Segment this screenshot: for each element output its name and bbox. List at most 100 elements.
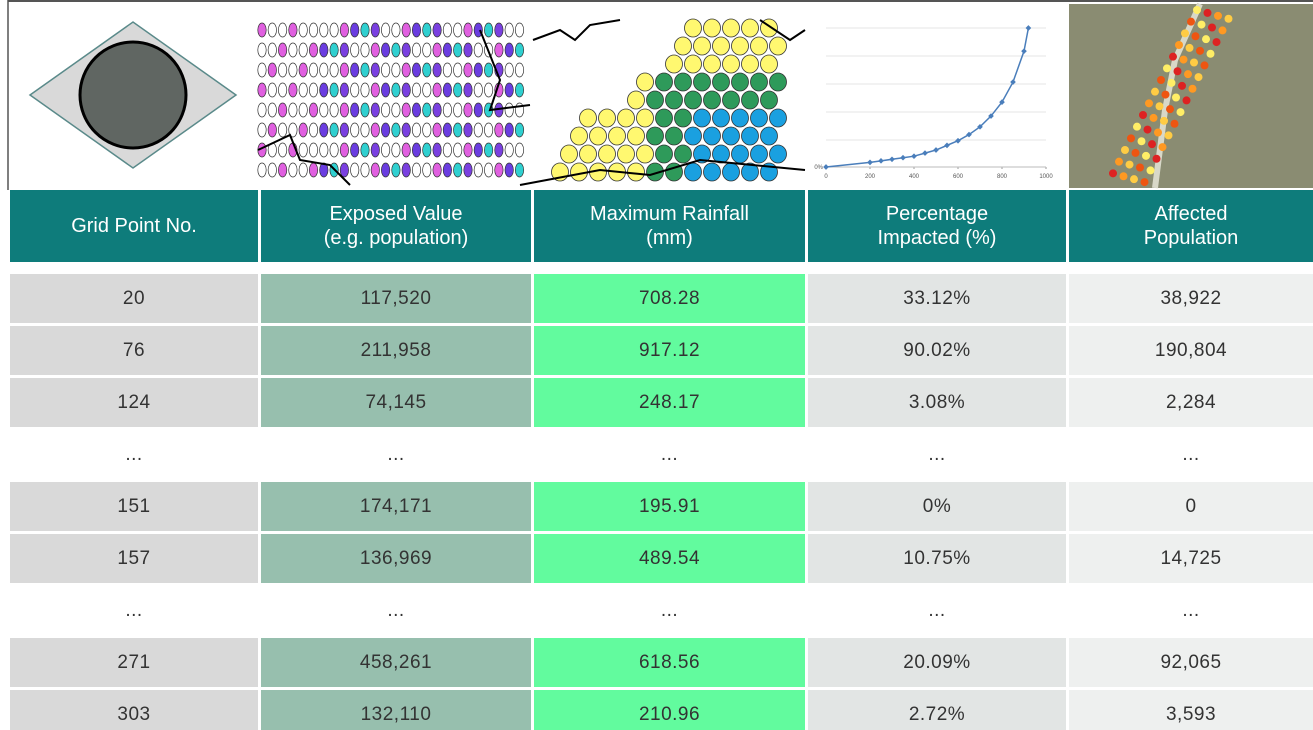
- dot: [693, 36, 711, 56]
- dot: [411, 102, 422, 118]
- table-cell: 271: [10, 638, 258, 687]
- sat-dot: [1224, 14, 1233, 23]
- dot: [684, 18, 702, 38]
- dot: [370, 102, 380, 118]
- dot: [401, 62, 411, 78]
- dot: [278, 62, 288, 78]
- dot: [391, 42, 401, 58]
- dot: [665, 54, 683, 74]
- dot: [703, 54, 721, 74]
- dot: [391, 62, 401, 78]
- dot: [741, 126, 759, 146]
- header-cell: Exposed Value (e.g. population): [261, 190, 531, 262]
- sat-dot: [1187, 17, 1195, 26]
- dot: [360, 42, 370, 58]
- dot: [684, 126, 702, 146]
- dot: [422, 122, 432, 138]
- sat-bg: [1069, 4, 1313, 188]
- dot: [422, 102, 432, 118]
- dot: [432, 142, 442, 158]
- dot: [278, 42, 288, 58]
- dot: [257, 102, 267, 118]
- sat-dot: [1125, 160, 1134, 169]
- dot: [750, 144, 768, 164]
- dot: [350, 22, 360, 38]
- dot: [741, 90, 759, 110]
- table-cell: 0: [1069, 482, 1313, 531]
- dot: [473, 42, 483, 58]
- sat-dot: [1176, 108, 1185, 117]
- dot: [370, 162, 380, 178]
- dot: [750, 72, 768, 92]
- dot: [463, 122, 473, 138]
- dot: [494, 142, 504, 158]
- dot: [401, 162, 411, 178]
- dot: [381, 22, 391, 38]
- dot: [760, 90, 778, 110]
- dot: [339, 102, 349, 118]
- dot: [288, 82, 298, 98]
- dot: [453, 122, 463, 138]
- dot: [391, 142, 401, 158]
- sat-dot: [1190, 58, 1198, 67]
- header-text: Maximum Rainfall: [590, 203, 749, 225]
- x-tick-label: 600: [953, 174, 964, 180]
- dot: [703, 162, 721, 182]
- dot: [391, 82, 401, 98]
- dot: [432, 42, 442, 58]
- dot: [411, 42, 422, 58]
- point: [911, 153, 917, 160]
- dot: [442, 122, 452, 138]
- dot: [411, 62, 422, 78]
- dot: [267, 102, 277, 118]
- dot: [453, 142, 463, 158]
- border-line: [257, 29, 531, 186]
- sat-dot: [1154, 128, 1162, 137]
- sat-dot: [1194, 73, 1203, 82]
- table-cell: 3.08%: [808, 378, 1066, 427]
- table-cell: 917.12: [534, 326, 805, 375]
- dot: [731, 144, 749, 164]
- table-cell: 2.72%: [808, 690, 1066, 730]
- dot: [504, 22, 514, 38]
- sat-dot: [1146, 166, 1155, 175]
- dot: [329, 122, 339, 138]
- dot: [319, 142, 329, 158]
- dot: [769, 144, 787, 164]
- dot: [504, 142, 514, 158]
- dot: [504, 42, 514, 58]
- dot: [267, 22, 277, 38]
- dot: [484, 122, 494, 138]
- dot: [504, 62, 514, 78]
- dot: [598, 108, 616, 128]
- dot: [298, 122, 308, 138]
- sat-dot: [1188, 84, 1197, 93]
- dot: [731, 36, 749, 56]
- dot: [453, 62, 463, 78]
- satellite-map: [1069, 2, 1313, 189]
- dot: [381, 42, 391, 58]
- dot: [411, 142, 422, 158]
- dot: [257, 162, 267, 178]
- sat-dot: [1185, 43, 1194, 52]
- dot: [381, 62, 391, 78]
- sat-dot: [1182, 96, 1191, 105]
- dot: [655, 108, 673, 128]
- sat-dot: [1218, 26, 1227, 35]
- sat-dot: [1145, 99, 1153, 108]
- sat-dot: [1173, 67, 1182, 76]
- table-cell: 132,110: [261, 690, 531, 730]
- dot: [319, 102, 329, 118]
- dot: [422, 162, 432, 178]
- table-cell: 708.28: [534, 274, 805, 323]
- dot: [494, 42, 504, 58]
- dot: [442, 62, 452, 78]
- dot: [484, 162, 494, 178]
- dot: [257, 62, 267, 78]
- header-text: (mm): [646, 227, 693, 249]
- x-tick-label: 400: [909, 174, 920, 180]
- dot: [655, 72, 673, 92]
- dot: [722, 126, 740, 146]
- dot: [514, 42, 525, 58]
- dot: [674, 108, 692, 128]
